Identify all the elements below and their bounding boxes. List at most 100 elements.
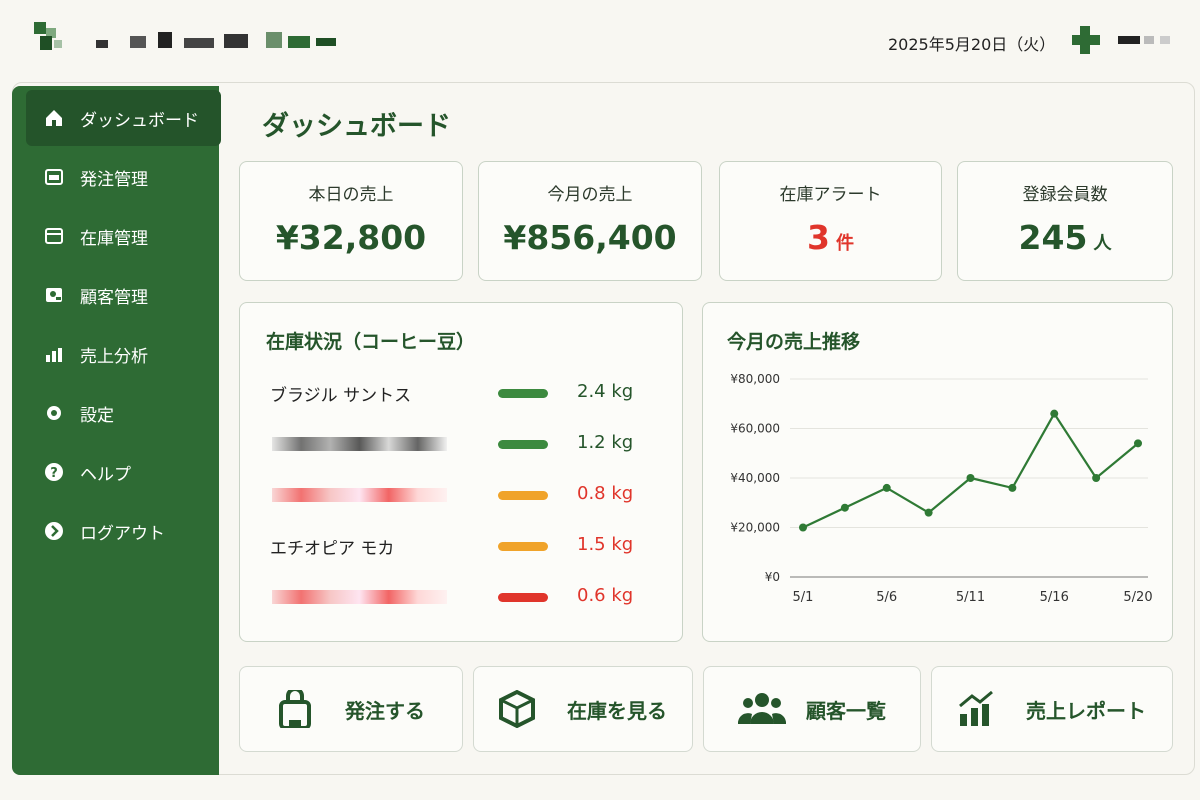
sidebar: ダッシュボード 発注管理 在庫管理 顧客管理 売上分析 設定? ヘルプ ログアウト: [12, 86, 221, 775]
kpi-unit: 人: [1093, 233, 1112, 254]
chart: ¥0 ¥20,000 ¥40,000 ¥60,000 ¥80,000 5/1 5/6 5/11…: [730, 372, 1152, 605]
nav-icon: [45, 522, 63, 540]
kpi-label: 本日の売上: [308, 185, 394, 205]
stock-bar: [498, 593, 548, 602]
x-tick-label: 5/1: [793, 590, 814, 605]
stock-bar: [498, 542, 548, 551]
data-point: [1134, 439, 1142, 448]
stock-amount: 0.8 kg: [577, 483, 634, 504]
inventory-title: 在庫状況（コーヒー豆）: [266, 331, 476, 353]
nav-icon: [45, 169, 63, 185]
blurred-name: [272, 488, 447, 502]
stock-amount: 0.6 kg: [577, 585, 634, 606]
stock-amount: 2.4 kg: [577, 381, 634, 402]
item-name: ブラジル サントス: [270, 386, 412, 406]
data-point: [882, 483, 891, 492]
nav-label[interactable]: ログアウト: [80, 523, 165, 544]
nav-item[interactable]: ログアウト: [26, 503, 221, 559]
y-tick-label: ¥60,000: [730, 422, 780, 436]
nav-item[interactable]: 顧客管理: [26, 267, 221, 323]
x-tick-label: 5/6: [876, 590, 897, 605]
action-button[interactable]: 売上レポート: [931, 666, 1173, 752]
action-label[interactable]: 在庫を見る: [567, 698, 667, 723]
kpi-card: 本日の売上 ¥32,800: [239, 161, 463, 281]
chart-title: 今月の売上推移: [727, 331, 861, 353]
stock-bar: [498, 491, 548, 500]
svg-text:?: ?: [50, 466, 58, 481]
kpi-card: 今月の売上 ¥856,400: [478, 161, 702, 281]
nav-label[interactable]: 発注管理: [80, 169, 148, 190]
action-icon: [959, 690, 993, 726]
y-tick-label: ¥40,000: [730, 471, 780, 485]
kpi-number: ¥32,800: [275, 218, 427, 257]
action-button[interactable]: 顧客一覧: [703, 666, 921, 752]
x-tick-label: 5/20: [1123, 590, 1152, 605]
nav-item[interactable]: 設定: [26, 385, 221, 441]
nav-icon: [46, 110, 62, 126]
nav-item[interactable]: ? ヘルプ: [26, 444, 221, 500]
x-tick-label: 5/16: [1040, 590, 1069, 605]
inventory-card: 在庫状況（コーヒー豆） ブラジル サントス 2.4 kg 1.2 kg 0.8 kg エ…: [239, 302, 683, 642]
chart-card: 今月の売上推移: [702, 302, 1173, 642]
kpi-value: ¥856,400: [479, 218, 701, 257]
blurred-name: [272, 437, 447, 451]
stock-amount: 1.5 kg: [577, 534, 634, 555]
nav-label[interactable]: 顧客管理: [80, 287, 148, 308]
item-name: エチオピア モカ: [270, 539, 395, 559]
data-point: [1092, 474, 1101, 482]
nav-item[interactable]: 発注管理: [26, 149, 221, 205]
y-tick-label: ¥80,000: [730, 372, 780, 386]
kpi-number: ¥856,400: [503, 218, 677, 257]
user[interactable]: [1072, 26, 1192, 56]
data-point: [924, 508, 933, 517]
page-title: ダッシュボード: [262, 111, 451, 142]
kpi-card: 登録会員数 245 人: [957, 161, 1173, 281]
nav-label[interactable]: 売上分析: [80, 346, 148, 367]
nav-icon: [45, 228, 63, 244]
kpi-value: 245 人: [958, 218, 1172, 257]
nav-icon: [46, 288, 62, 302]
data-point: [966, 474, 975, 482]
action-label[interactable]: 売上レポート: [1026, 698, 1146, 723]
nav-label[interactable]: ヘルプ: [80, 464, 131, 485]
nav-label[interactable]: 在庫管理: [80, 228, 148, 249]
data-point: [799, 523, 807, 532]
action-icon: [279, 690, 311, 728]
nav-item[interactable]: ダッシュボード: [26, 90, 221, 146]
kpi-label: 今月の売上: [547, 185, 633, 205]
y-tick-label: ¥0: [765, 570, 780, 584]
action-icon: [499, 690, 535, 728]
stock-bar: [498, 440, 548, 449]
logo: [34, 22, 336, 50]
nav-icon: [47, 406, 61, 420]
kpi-value: ¥32,800: [240, 218, 462, 257]
kpi-number: 245: [1018, 218, 1088, 257]
action-label[interactable]: 発注する: [345, 698, 425, 723]
action-label[interactable]: 顧客一覧: [806, 698, 886, 723]
x-tick-label: 5/11: [956, 590, 985, 605]
date: 2025年5月20日（火）: [888, 35, 1056, 54]
nav-label[interactable]: ダッシュボード: [80, 110, 199, 131]
nav-icon: [46, 348, 62, 362]
action-button[interactable]: 発注する: [239, 666, 463, 752]
sales-line: [802, 411, 1139, 529]
nav-item[interactable]: 売上分析: [26, 326, 221, 382]
nav-icon: ?: [45, 463, 63, 481]
action-icon: [738, 693, 786, 724]
blurred-name: [272, 590, 447, 604]
data-point: [840, 503, 849, 512]
nav-item[interactable]: 在庫管理: [26, 208, 221, 264]
stock-amount: 1.2 kg: [577, 432, 634, 453]
kpi-card: 在庫アラート 3 件: [719, 161, 942, 281]
stock-bar: [498, 389, 548, 398]
data-point: [1008, 483, 1017, 492]
nav-label[interactable]: 設定: [80, 405, 114, 426]
kpi-label: 登録会員数: [1022, 185, 1108, 205]
kpi-label: 在庫アラート: [779, 185, 882, 205]
kpi-unit: 件: [835, 233, 854, 254]
data-point: [1050, 409, 1059, 418]
action-button[interactable]: 在庫を見る: [473, 666, 693, 752]
